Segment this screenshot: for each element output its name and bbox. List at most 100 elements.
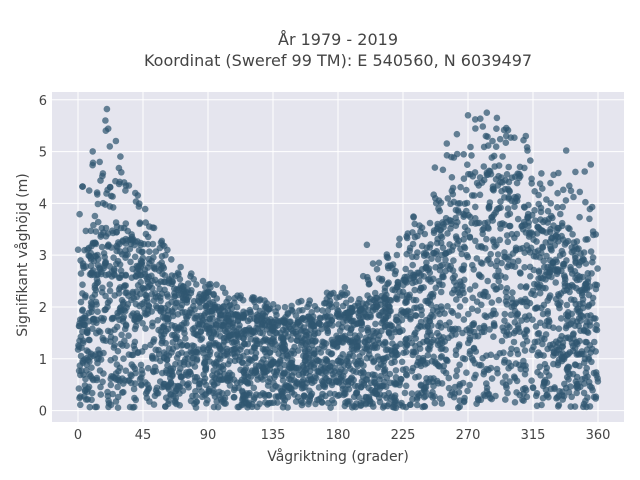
data-point	[395, 241, 403, 249]
x-tick-labels: 0 45 90 135 180 225 270 315 360	[74, 428, 611, 443]
data-point	[172, 299, 180, 307]
data-point	[240, 313, 248, 320]
data-point	[96, 367, 104, 374]
x-tick-label: 315	[521, 428, 546, 443]
x-tick-label: 360	[586, 428, 611, 443]
data-point	[163, 369, 170, 377]
data-point	[465, 170, 472, 178]
data-point	[515, 257, 522, 265]
data-point	[308, 341, 316, 349]
data-point	[443, 152, 451, 159]
data-point	[396, 235, 403, 243]
data-points	[74, 105, 602, 412]
data-point	[466, 286, 474, 293]
data-point	[523, 283, 530, 290]
data-point	[100, 349, 107, 357]
data-point	[525, 312, 533, 320]
data-point	[526, 263, 534, 271]
data-point	[77, 393, 84, 400]
data-point	[437, 288, 445, 296]
data-point	[314, 329, 322, 337]
data-point	[422, 264, 429, 272]
data-point	[499, 179, 506, 186]
data-point	[79, 183, 86, 190]
data-point	[350, 317, 357, 325]
data-point	[107, 333, 115, 341]
data-point	[516, 328, 523, 336]
data-point	[102, 337, 110, 345]
data-point	[583, 346, 591, 353]
data-point	[120, 283, 128, 291]
data-point	[584, 329, 592, 337]
data-point	[131, 325, 139, 333]
data-point	[252, 391, 260, 398]
data-point	[473, 179, 481, 187]
data-point	[592, 395, 599, 402]
data-point	[150, 263, 158, 271]
data-point	[75, 385, 83, 392]
data-point	[250, 384, 258, 392]
data-point	[327, 350, 335, 358]
data-point	[470, 345, 478, 353]
data-point	[531, 248, 539, 256]
data-point	[97, 356, 105, 363]
data-point	[436, 207, 444, 215]
data-point	[110, 271, 118, 278]
data-point	[477, 259, 485, 266]
data-point	[131, 316, 138, 324]
data-point	[91, 212, 99, 220]
data-point	[555, 325, 563, 333]
data-point	[266, 348, 274, 356]
data-point	[160, 322, 168, 330]
data-point	[131, 394, 138, 402]
data-point	[211, 381, 218, 389]
data-point	[127, 258, 134, 266]
data-point	[569, 317, 577, 324]
data-point	[585, 355, 592, 363]
data-point	[159, 313, 167, 321]
data-point	[516, 269, 524, 276]
data-point	[142, 219, 149, 226]
data-point	[429, 307, 437, 314]
data-point	[236, 353, 244, 361]
data-point	[402, 265, 410, 273]
data-point	[244, 379, 251, 386]
data-point	[115, 367, 122, 375]
data-point	[97, 270, 105, 278]
data-point	[497, 198, 504, 205]
data-point	[406, 401, 414, 409]
data-point	[270, 334, 278, 342]
data-point	[530, 343, 537, 351]
data-point	[77, 257, 84, 264]
data-point	[561, 279, 569, 287]
data-point	[484, 391, 492, 398]
data-point	[193, 374, 201, 381]
data-point	[497, 204, 504, 211]
data-point	[184, 372, 192, 379]
data-point	[287, 336, 295, 343]
data-point	[288, 302, 295, 310]
data-point	[375, 332, 383, 339]
data-point	[547, 385, 555, 393]
data-point	[545, 316, 553, 324]
data-point	[172, 325, 179, 332]
data-point	[277, 317, 285, 325]
data-point	[498, 337, 506, 345]
data-point	[572, 254, 579, 262]
data-point	[458, 250, 466, 258]
data-point	[342, 335, 350, 343]
chart-title-line1: År 1979 - 2019	[278, 30, 398, 49]
data-point	[118, 331, 125, 339]
data-point	[580, 389, 588, 397]
data-point	[448, 389, 456, 396]
data-point	[391, 358, 398, 366]
data-point	[339, 372, 347, 380]
data-point	[144, 284, 152, 291]
data-point	[316, 314, 324, 322]
data-point	[438, 306, 446, 313]
data-point	[546, 292, 554, 299]
data-point	[539, 185, 546, 192]
data-point	[171, 331, 178, 339]
data-point	[420, 385, 428, 392]
data-point	[172, 394, 180, 402]
